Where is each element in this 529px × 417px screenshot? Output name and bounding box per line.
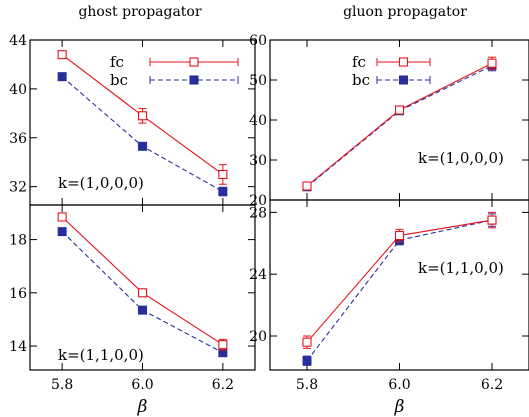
ghost-bottom-xlabel: β xyxy=(137,397,148,417)
ghost-title: ghost propagator xyxy=(78,4,201,20)
gluon-bottom-ytick-label: 20 xyxy=(249,329,267,345)
gluon-top-legend-label-fc: fc xyxy=(352,53,366,71)
ghost-top-legend-marker-fc xyxy=(189,57,199,67)
gluon-bottom-xlabel: β xyxy=(394,397,405,417)
ghost-top-point-bc xyxy=(138,141,147,151)
ghost-bottom-point-bc xyxy=(57,227,67,237)
gluon-top-ytick-label: 20 xyxy=(249,193,267,209)
ghost-bottom-point-fc xyxy=(137,288,148,298)
gluon-top-point-fc xyxy=(302,181,312,191)
gluon-bottom-point-bc xyxy=(302,356,312,366)
gluon-bottom-xtick-label: 5.8 xyxy=(296,377,318,393)
gluon-bottom-ytick-label: 24 xyxy=(249,267,267,283)
gluon-top-ytick-label: 30 xyxy=(249,153,267,169)
ghost-top-ytick-label: 44 xyxy=(9,33,27,49)
gluon-top-legend-marker-fc xyxy=(398,57,409,67)
ghost-bottom-annotation: k=(1,1,0,0) xyxy=(58,346,144,364)
gluon-bottom-xtick-label: 6.2 xyxy=(481,377,503,393)
ghost-bottom-ytick-label: 18 xyxy=(9,233,27,249)
ghost-bottom-ytick-label: 14 xyxy=(9,339,27,355)
ghost-bottom-point-fc xyxy=(218,340,228,350)
gluon-bottom-annotation: k=(1,1,0,0) xyxy=(418,259,504,277)
ghost-bottom-series-fc-line xyxy=(61,216,224,346)
gluon-bottom-panel xyxy=(269,199,529,371)
ghost-top-point-bc xyxy=(218,187,228,197)
gluon-bottom-ytick-label: 28 xyxy=(249,205,267,221)
gluon-top-ytick-label: 60 xyxy=(249,33,267,49)
ghost-bottom-panel xyxy=(29,204,256,371)
gluon-top-ytick-label: 50 xyxy=(249,73,267,89)
gluon-bottom-point-fc xyxy=(302,337,312,347)
gluon-top-panel xyxy=(269,39,529,201)
gluon-top-annotation: k=(1,0,0,0) xyxy=(418,149,504,167)
gluon-bottom-point-fc xyxy=(394,230,405,241)
ghost-bottom-ytick-label: 16 xyxy=(9,286,27,302)
ghost-top-legend-label-bc: bc xyxy=(110,71,128,89)
ghost-top-point-fc xyxy=(218,169,228,179)
gluon-top-legend-label-bc: bc xyxy=(352,71,370,89)
ghost-top-ytick-label: 36 xyxy=(9,131,27,147)
ghost-bottom-point-fc xyxy=(57,212,67,222)
ghost-top-point-fc xyxy=(137,111,148,121)
ghost-top-ytick-label: 32 xyxy=(9,180,27,196)
ghost-top-legend-marker-bc xyxy=(189,75,199,85)
ghost-top-legend-label-fc: fc xyxy=(110,53,124,71)
ghost-top-ytick-label: 40 xyxy=(9,82,27,98)
ghost-bottom-xtick-label: 6.0 xyxy=(131,377,153,393)
gluon-bottom-series-bc-line xyxy=(306,219,493,362)
gluon-top-point-fc xyxy=(394,105,405,115)
gluon-bottom-point-fc xyxy=(487,215,497,225)
ghost-bottom-xtick-label: 6.2 xyxy=(212,377,234,393)
ghost-bottom-xtick-label: 5.8 xyxy=(51,377,73,393)
gluon-bottom-xtick-label: 6.0 xyxy=(388,377,410,393)
gluon-title: gluon propagator xyxy=(343,4,467,20)
gluon-top-ytick-label: 40 xyxy=(249,113,267,129)
ghost-top-point-bc xyxy=(57,72,67,82)
ghost-top-point-fc xyxy=(57,50,67,60)
gluon-top-series-bc-line xyxy=(306,65,493,188)
ghost-bottom-point-bc xyxy=(138,305,147,315)
gluon-top-legend-marker-bc xyxy=(398,75,409,85)
ghost-top-annotation: k=(1,0,0,0) xyxy=(58,174,144,192)
gluon-top-point-fc xyxy=(487,58,497,68)
